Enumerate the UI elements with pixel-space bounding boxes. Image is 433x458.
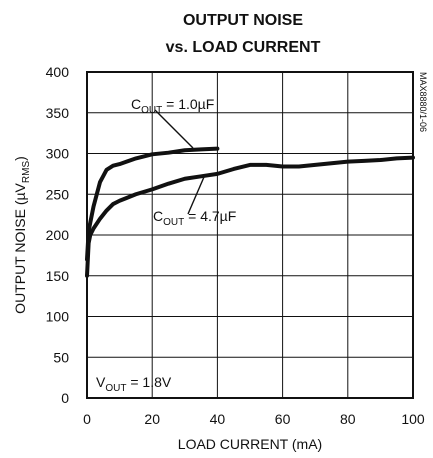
series-group bbox=[85, 146, 415, 278]
grid-group bbox=[87, 72, 413, 398]
x-tick-label-100: 100 bbox=[401, 411, 425, 427]
vout-label-main: V bbox=[96, 374, 106, 390]
series-line-cout-1p0uf bbox=[85, 146, 220, 262]
cout-47-label: COUT = 4.7µF bbox=[153, 208, 236, 228]
y-tick-label-350: 350 bbox=[46, 105, 70, 121]
vout-label-value: = 1.8V bbox=[126, 374, 171, 390]
tick-group: 0 20 40 60 80 100 0 50 100 150 200 250 300 350 400 bbox=[46, 64, 425, 427]
y-tick-label-50: 50 bbox=[53, 349, 69, 365]
x-tick-label-80: 80 bbox=[340, 411, 356, 427]
y-axis-label-mu: µ bbox=[12, 192, 28, 200]
y-tick-label-100: 100 bbox=[46, 309, 70, 325]
x-axis-label: LOAD CURRENT (mA) bbox=[178, 436, 322, 452]
cout-1-label-main: C bbox=[131, 96, 141, 112]
part-code-note: MAX8880/1-06 bbox=[418, 72, 428, 132]
y-tick-label-400: 400 bbox=[46, 64, 70, 80]
vout-label: VOUT = 1.8V bbox=[96, 374, 172, 394]
cout-47-label-subscript: OUT bbox=[163, 217, 184, 228]
chart-title-line1: OUTPUT NOISE bbox=[183, 12, 303, 29]
annotation-leader-1 bbox=[154, 109, 194, 149]
y-tick-label-0: 0 bbox=[61, 390, 69, 406]
x-tick-label-60: 60 bbox=[275, 411, 291, 427]
cout-47-label-value: = 4.7µF bbox=[184, 208, 236, 224]
cout-1-label: COUT = 1.0µF bbox=[131, 96, 214, 116]
y-axis-label-unit: V bbox=[12, 182, 28, 192]
annotation-leader-2 bbox=[187, 176, 205, 215]
cout-1-label-value: = 1.0µF bbox=[162, 96, 214, 112]
y-axis-label: OUTPUT NOISE (µVRMS) bbox=[12, 156, 32, 314]
cout-1-label-subscript: OUT bbox=[141, 105, 162, 116]
vout-label-subscript: OUT bbox=[105, 383, 126, 394]
y-axis-label-suffix: ) bbox=[12, 156, 28, 161]
chart-title-line2: vs. LOAD CURRENT bbox=[166, 39, 321, 56]
y-tick-label-150: 150 bbox=[46, 268, 70, 284]
cout-47-label-main: C bbox=[153, 208, 163, 224]
x-tick-label-20: 20 bbox=[144, 411, 160, 427]
x-tick-label-0: 0 bbox=[83, 411, 91, 427]
y-tick-label-300: 300 bbox=[46, 146, 70, 162]
y-tick-label-200: 200 bbox=[46, 227, 70, 243]
y-tick-label-250: 250 bbox=[46, 186, 70, 202]
y-axis-label-prefix: OUTPUT NOISE ( bbox=[12, 200, 28, 314]
series-line-cout-4p7uf bbox=[85, 155, 415, 278]
plot-frame bbox=[86, 71, 414, 399]
x-tick-label-40: 40 bbox=[210, 411, 226, 427]
y-axis-label-subscript: RMS bbox=[21, 161, 32, 184]
